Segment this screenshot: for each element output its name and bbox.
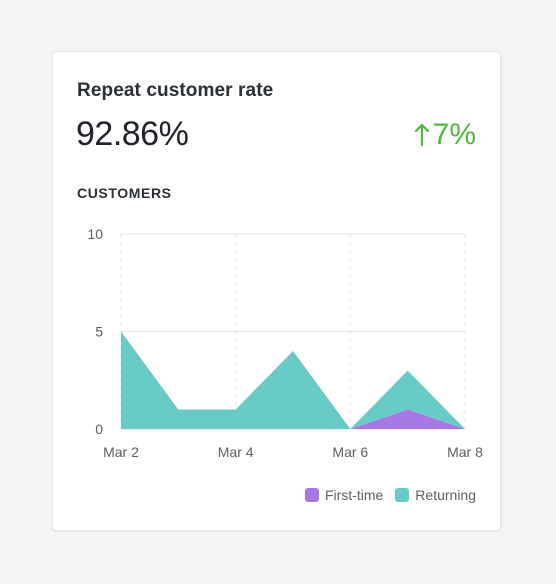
legend-item-first-time: First-time: [304, 487, 384, 503]
legend-label-first-time: First-time: [324, 487, 384, 503]
x-tick-label-2: Mar 6: [332, 444, 368, 460]
repeat-customer-rate-card: Repeat customer rate 92.86% 7% CUSTOMERS…: [52, 51, 501, 531]
arrow-up-icon: [414, 123, 429, 147]
metric-change: 7%: [414, 118, 476, 152]
x-tick-label-1: Mar 4: [218, 444, 254, 460]
section-label: CUSTOMERS: [77, 185, 172, 201]
customers-area-chart: 0 5 10 Mar 2 Mar 4 Mar 6 Mar 8: [87, 226, 483, 460]
x-tick-label-3: Mar 8: [447, 444, 483, 460]
x-tick-label-0: Mar 2: [103, 444, 139, 460]
legend-swatch-returning: [395, 488, 410, 502]
card-title: Repeat customer rate: [77, 80, 274, 101]
area-returning: [121, 331, 465, 429]
chart-legend: First-time Returning: [293, 487, 476, 503]
legend-swatch-first-time: [304, 488, 319, 502]
y-tick-label-5: 5: [95, 324, 103, 340]
area-first-time: [121, 409, 465, 429]
y-tick-label-10: 10: [87, 226, 103, 242]
metric-change-value: 7%: [432, 118, 476, 151]
metric-value: 92.86%: [76, 115, 189, 153]
y-tick-label-0: 0: [95, 421, 103, 437]
legend-item-returning: Returning: [395, 487, 476, 503]
legend-label-returning: Returning: [415, 487, 476, 503]
